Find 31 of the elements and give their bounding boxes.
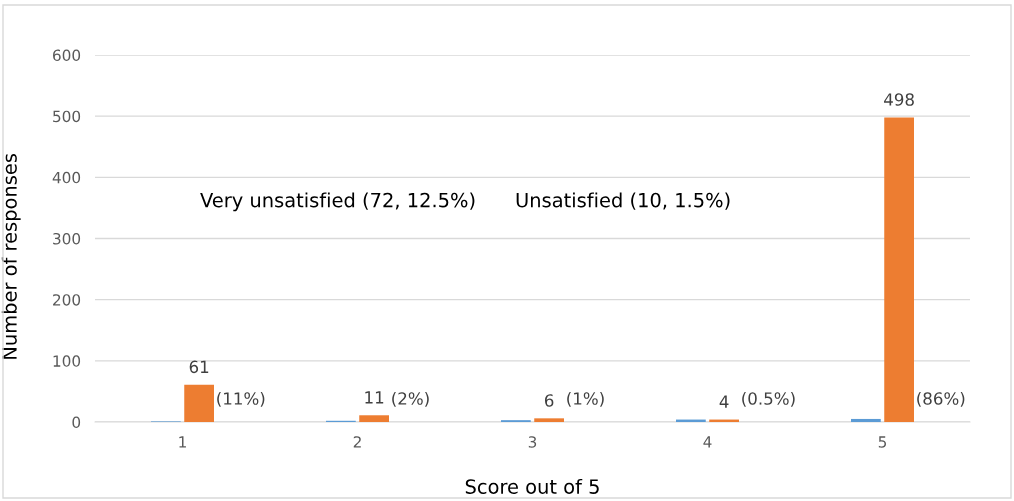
x-tick-label: 4	[703, 436, 712, 448]
y-tick-label: 300	[53, 232, 81, 245]
annotation: (0.5%)	[742, 391, 795, 407]
bar	[184, 384, 214, 422]
annotation: Very unsatisfied (72, 12.5%)	[200, 192, 475, 212]
x-axis-title: Score out of 5	[465, 478, 599, 494]
data-label: 6	[544, 394, 554, 407]
data-label: 498	[884, 93, 914, 106]
x-tick-label: 2	[353, 436, 361, 448]
y-axis-title: Number of responses	[1, 153, 21, 359]
y-tick-label: 600	[53, 49, 81, 62]
bar	[884, 117, 914, 422]
data-label: 4	[719, 395, 729, 408]
annotation: (11%)	[217, 391, 265, 407]
y-tick-label: 100	[53, 355, 81, 367]
annotation: (1%)	[567, 391, 604, 407]
x-tick-label: 1	[179, 436, 186, 448]
annotation: (86%)	[917, 391, 965, 407]
annotation: (2%)	[392, 391, 429, 407]
annotation: Unsatisfied (10, 1.5%)	[516, 192, 730, 210]
bar	[534, 418, 564, 422]
y-tick-label: 500	[53, 110, 81, 123]
y-tick-label: 200	[53, 294, 81, 306]
y-tick-label: 400	[52, 171, 81, 184]
bar	[851, 418, 881, 422]
x-tick-label: 5	[878, 436, 887, 448]
x-tick-label: 3	[528, 436, 537, 448]
bar	[359, 415, 389, 422]
data-label: 11	[365, 391, 384, 404]
y-tick-label: 0	[72, 416, 81, 429]
data-label: 61	[189, 360, 209, 374]
